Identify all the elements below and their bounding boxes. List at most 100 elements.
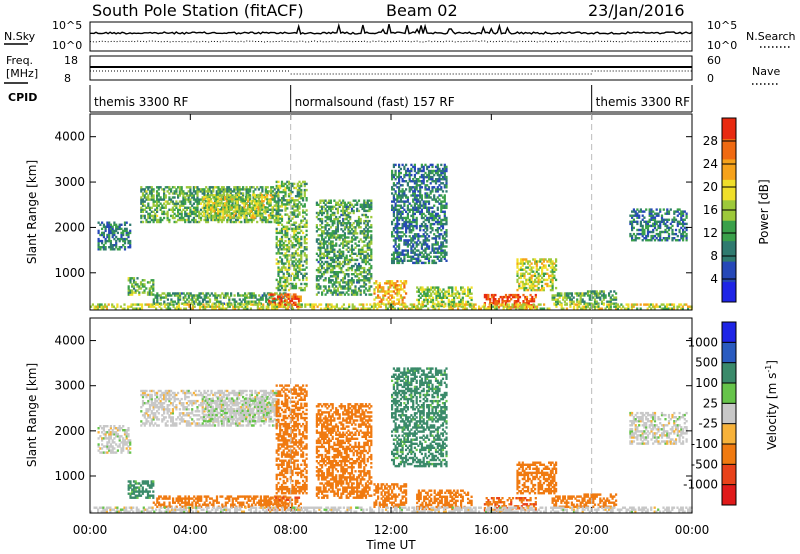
echo-cell bbox=[116, 248, 119, 251]
echo-cell bbox=[378, 282, 381, 285]
echo-cell bbox=[152, 196, 155, 199]
echo-cell bbox=[226, 198, 229, 201]
echo-cell bbox=[215, 212, 218, 215]
echo-cell bbox=[317, 266, 320, 270]
echo-cell bbox=[405, 249, 408, 252]
echo-cell bbox=[422, 235, 425, 238]
echo-cell bbox=[396, 231, 399, 234]
echo-cell bbox=[154, 204, 157, 207]
echo-cell bbox=[244, 300, 247, 303]
echo-cell bbox=[366, 205, 369, 208]
echo-cell bbox=[269, 197, 272, 201]
echo-cell bbox=[364, 275, 368, 278]
echo-cell bbox=[254, 294, 257, 297]
echo-cell bbox=[685, 222, 688, 226]
echo-cell bbox=[364, 234, 368, 237]
echo-cell bbox=[303, 274, 306, 277]
echo-cell bbox=[398, 188, 401, 191]
echo-cell bbox=[223, 204, 227, 207]
echo-cell bbox=[380, 286, 383, 289]
echo-cell bbox=[166, 294, 169, 297]
echo-cell bbox=[394, 286, 397, 289]
echo-cell bbox=[398, 227, 401, 230]
echo-cell bbox=[417, 184, 420, 187]
echo-cell bbox=[150, 194, 153, 197]
echo-cell bbox=[253, 216, 256, 219]
echo-cell bbox=[206, 200, 210, 203]
echo-cell bbox=[396, 175, 399, 179]
echo-cell bbox=[291, 217, 294, 220]
echo-cell bbox=[354, 203, 357, 206]
echo-cell bbox=[405, 229, 408, 232]
echo-cell bbox=[291, 244, 294, 247]
echo-cell bbox=[302, 211, 305, 214]
echo-cell bbox=[277, 270, 280, 273]
echo-cell bbox=[163, 194, 166, 197]
echo-cell bbox=[405, 292, 408, 295]
echo-cell bbox=[403, 255, 406, 258]
echo-cell bbox=[408, 171, 411, 175]
echo-cell bbox=[286, 256, 289, 259]
echo-cell bbox=[152, 287, 155, 290]
echo-cell bbox=[141, 198, 145, 201]
echo-cell bbox=[398, 300, 401, 303]
echo-cell bbox=[216, 208, 220, 211]
echo-cell bbox=[280, 231, 284, 235]
echo-cell bbox=[209, 193, 213, 197]
nave-label: Nave bbox=[752, 65, 780, 78]
echo-cell bbox=[396, 294, 399, 297]
echo-cell bbox=[392, 261, 395, 265]
echo-cell bbox=[359, 219, 362, 223]
echo-cell bbox=[398, 247, 401, 250]
echo-cell bbox=[127, 231, 130, 235]
echo-cell bbox=[436, 235, 439, 238]
echo-cell bbox=[415, 224, 418, 228]
echo-cell bbox=[345, 203, 348, 206]
echo-cell bbox=[321, 232, 324, 235]
echo-cell bbox=[227, 200, 230, 203]
echo-cell bbox=[315, 277, 318, 280]
echo-cell bbox=[370, 215, 373, 219]
echo-cell bbox=[184, 220, 187, 224]
echo-cell bbox=[138, 291, 141, 294]
echo-cell bbox=[368, 226, 371, 229]
echo-cell bbox=[182, 192, 185, 195]
echo-cell bbox=[104, 237, 107, 241]
echo-cell bbox=[424, 261, 427, 265]
echo-cell bbox=[260, 204, 263, 207]
echo-cell bbox=[277, 250, 280, 253]
echo-cell bbox=[303, 223, 306, 226]
echo-cell bbox=[415, 206, 418, 209]
echo-cell bbox=[145, 186, 148, 189]
echo-cell bbox=[286, 268, 289, 271]
echo-cell bbox=[284, 256, 287, 259]
echo-cell bbox=[368, 268, 371, 272]
echo-cell bbox=[300, 286, 303, 290]
echo-cell bbox=[152, 216, 155, 220]
echo-cell bbox=[324, 232, 327, 235]
echo-cell bbox=[419, 212, 422, 216]
echo-cell bbox=[138, 287, 141, 290]
echo-cell bbox=[403, 192, 406, 195]
echo-cell bbox=[417, 200, 420, 203]
echo-cell bbox=[429, 255, 432, 258]
echo-cell bbox=[223, 208, 227, 211]
echo-cell bbox=[148, 208, 152, 211]
echo-cell bbox=[398, 208, 401, 211]
echo-cell bbox=[403, 286, 406, 289]
echo-cell bbox=[302, 225, 305, 228]
echo-cell bbox=[349, 240, 352, 243]
echo-cell bbox=[201, 196, 204, 199]
echo-cell bbox=[246, 200, 249, 203]
echo-cell bbox=[394, 282, 397, 285]
echo-cell bbox=[368, 285, 371, 288]
echo-cell bbox=[357, 219, 361, 223]
echo-cell bbox=[419, 202, 422, 205]
echo-cell bbox=[293, 274, 296, 277]
echo-cell bbox=[143, 289, 146, 292]
echo-cell bbox=[359, 232, 362, 235]
echo-cell bbox=[434, 214, 438, 218]
echo-cell bbox=[349, 248, 352, 251]
echo-cell bbox=[420, 261, 423, 265]
echo-cell bbox=[146, 293, 150, 296]
